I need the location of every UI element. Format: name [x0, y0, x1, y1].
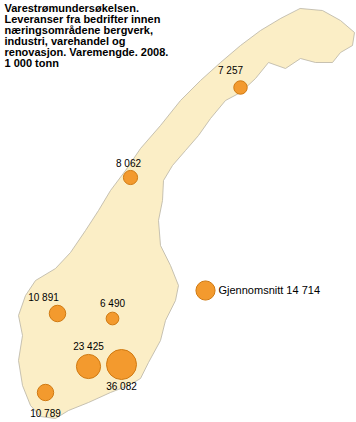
- svg-text:23 425: 23 425: [73, 341, 104, 352]
- svg-text:6 490: 6 490: [100, 298, 125, 309]
- svg-text:7 257: 7 257: [218, 65, 243, 76]
- svg-text:36 082: 36 082: [106, 381, 137, 392]
- svg-text:8 062: 8 062: [116, 158, 141, 169]
- svg-text:10 891: 10 891: [28, 292, 59, 303]
- svg-text:Gjennomsnitt 14 714: Gjennomsnitt 14 714: [219, 284, 321, 296]
- svg-text:Varestrømundersøkelsen.Leveran: Varestrømundersøkelsen.Leveranser fra be…: [5, 2, 169, 69]
- svg-text:10 789: 10 789: [30, 408, 61, 419]
